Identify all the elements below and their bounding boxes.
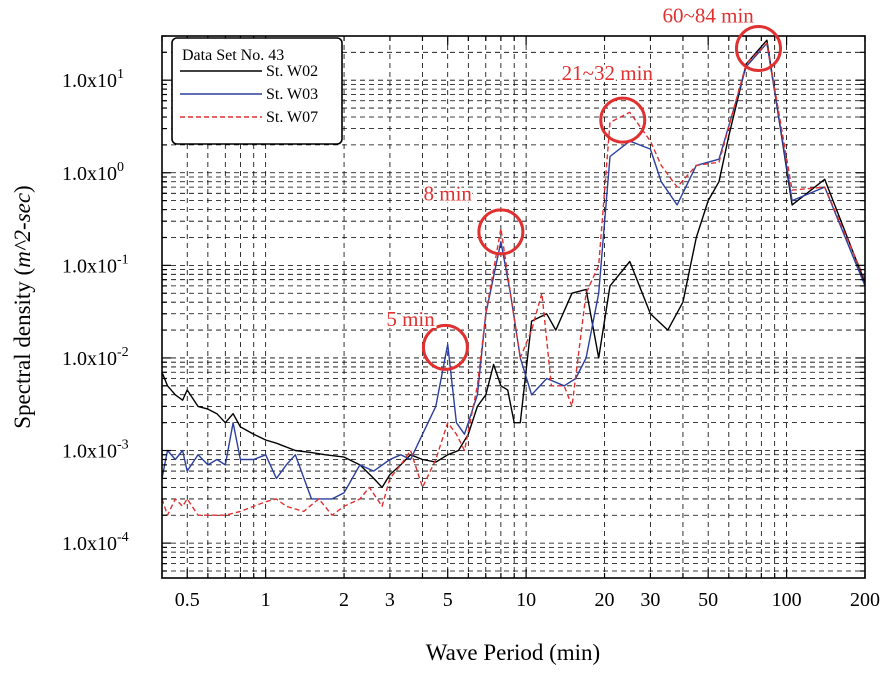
x-tick-label: 20 (595, 589, 615, 611)
y-tick-label: 1.0x100 (62, 160, 124, 185)
ticks: 0.5 1 2 3 5 10 20 30 50 100 200 1.0x10-4 1.0x10-3 1.0… (62, 35, 880, 611)
x-axis-label: Wave Period (min) (426, 640, 600, 665)
annotation-circle (477, 208, 525, 256)
y-tick-label: 1.0x101 (62, 67, 124, 92)
x-tick-label: 2 (339, 589, 349, 611)
series-line-1 (162, 39, 865, 489)
legend-title: Data Set No. 43 (182, 47, 284, 64)
annotation-label: 21~32 min (562, 61, 654, 85)
y-axis-label-text: Spectral density ( (10, 268, 35, 429)
x-tick-label: 1 (261, 589, 271, 611)
x-tick-label: 50 (698, 589, 718, 611)
annotation-label: 60~84 min (663, 3, 755, 27)
y-axis-label-unit: m^2-sec (10, 193, 35, 268)
x-tick-label: 0.5 (175, 589, 200, 611)
x-tick-label: 100 (772, 589, 802, 611)
legend-label: St. W02 (266, 63, 318, 80)
series-line-3 (162, 42, 865, 516)
legend-label: St. W07 (266, 109, 318, 126)
annotation-label: 8 min (424, 182, 473, 206)
y-tick-label: 1.0x10-2 (62, 345, 129, 370)
series-line-2 (162, 42, 865, 500)
series-layer (162, 39, 865, 516)
y-axis-label: Spectral density (m^2-sec) (10, 185, 35, 428)
x-tick-label: 5 (443, 589, 453, 611)
x-tick-label: 200 (850, 589, 880, 611)
y-tick-label: 1.0x10-4 (62, 530, 129, 555)
annotation-circle (734, 24, 782, 72)
annotation-circle (599, 96, 647, 144)
annotation-label: 5 min (386, 307, 435, 331)
annotations: 5 min 8 min 21~32 min 60~84 min (384, 1, 782, 371)
y-tick-label: 1.0x10-3 (62, 438, 129, 463)
legend-label: St. W03 (266, 86, 318, 103)
legend: Data Set No. 43 St. W02 St. W03 St. W07 (171, 37, 343, 145)
y-tick-label: 1.0x10-1 (62, 252, 129, 277)
y-axis-label-close: ) (10, 185, 35, 193)
x-tick-label: 30 (640, 589, 660, 611)
plot-frame (161, 35, 866, 579)
annotation-circle (421, 323, 469, 371)
x-tick-label: 3 (385, 589, 395, 611)
x-tick-label: 10 (516, 589, 536, 611)
legend-items: St. W02 St. W03 St. W07 (180, 63, 318, 126)
